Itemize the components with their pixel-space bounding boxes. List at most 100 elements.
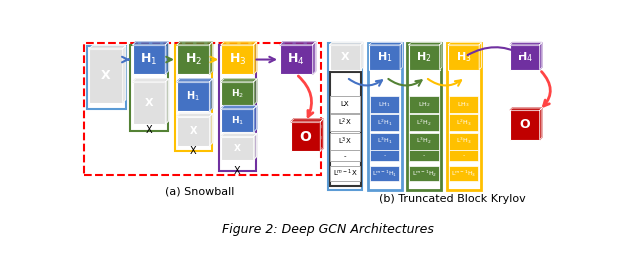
- Text: (a) Snowball: (a) Snowball: [165, 186, 235, 196]
- Bar: [370, 166, 399, 181]
- Text: L$^{m-1}$H$_1$: L$^{m-1}$H$_1$: [372, 168, 397, 178]
- Polygon shape: [253, 42, 257, 74]
- Text: X: X: [101, 69, 111, 82]
- Bar: [330, 166, 360, 181]
- Bar: [447, 43, 481, 190]
- Text: X: X: [190, 146, 196, 156]
- Text: -: -: [463, 153, 465, 158]
- Bar: [84, 43, 321, 175]
- Text: X: X: [189, 126, 197, 136]
- Bar: [410, 96, 439, 113]
- Polygon shape: [221, 79, 257, 82]
- Polygon shape: [291, 119, 323, 122]
- Bar: [370, 150, 399, 161]
- Bar: [177, 116, 209, 146]
- Bar: [410, 114, 439, 131]
- Bar: [328, 43, 362, 190]
- Polygon shape: [540, 108, 542, 140]
- Text: -: -: [344, 153, 346, 159]
- Bar: [221, 109, 253, 132]
- Bar: [177, 82, 209, 111]
- Polygon shape: [479, 43, 481, 70]
- Bar: [449, 166, 478, 181]
- Bar: [330, 72, 360, 186]
- Text: L$^{m-1}$H$_2$: L$^{m-1}$H$_2$: [412, 168, 436, 178]
- Text: L$^2$H$_1$: L$^2$H$_1$: [377, 118, 392, 128]
- Polygon shape: [165, 79, 168, 124]
- Text: LH$_3$: LH$_3$: [458, 100, 470, 109]
- Bar: [330, 45, 360, 70]
- Text: H$_3$: H$_3$: [456, 50, 472, 64]
- Bar: [175, 45, 212, 151]
- Bar: [280, 45, 312, 74]
- Bar: [410, 166, 439, 181]
- Bar: [370, 114, 399, 131]
- Polygon shape: [177, 113, 212, 116]
- Text: (b) Truncated Block Krylov: (b) Truncated Block Krylov: [379, 194, 525, 204]
- Text: LX: LX: [340, 101, 349, 107]
- Text: H$_3$: H$_3$: [228, 52, 246, 67]
- Bar: [330, 114, 360, 131]
- Bar: [90, 49, 123, 103]
- Polygon shape: [400, 43, 403, 70]
- Polygon shape: [253, 106, 257, 132]
- Text: H$_2$: H$_2$: [417, 50, 432, 64]
- Bar: [449, 96, 478, 113]
- Polygon shape: [448, 43, 481, 45]
- Polygon shape: [90, 46, 125, 49]
- Text: L$^3$X: L$^3$X: [338, 135, 352, 147]
- Polygon shape: [165, 42, 168, 74]
- Polygon shape: [253, 133, 257, 160]
- Polygon shape: [510, 108, 542, 110]
- Bar: [177, 45, 209, 74]
- Text: O: O: [300, 130, 312, 143]
- Bar: [510, 45, 540, 70]
- Bar: [132, 82, 165, 124]
- Text: X: X: [340, 52, 349, 62]
- Bar: [407, 43, 441, 190]
- Bar: [449, 133, 478, 150]
- Text: Figure 2: Deep GCN Architectures: Figure 2: Deep GCN Architectures: [222, 223, 434, 236]
- Polygon shape: [408, 43, 442, 45]
- Text: -: -: [383, 153, 386, 158]
- Bar: [330, 150, 360, 161]
- Polygon shape: [132, 42, 168, 45]
- Text: L$^2$H$_3$: L$^2$H$_3$: [456, 118, 472, 128]
- Text: L$^2$X: L$^2$X: [338, 117, 352, 128]
- Bar: [408, 45, 440, 70]
- Bar: [410, 133, 439, 150]
- Bar: [410, 150, 439, 161]
- Bar: [369, 45, 400, 70]
- Bar: [330, 133, 360, 150]
- Polygon shape: [330, 43, 363, 45]
- Polygon shape: [510, 43, 542, 45]
- Text: X: X: [234, 144, 241, 153]
- Text: H$_2$: H$_2$: [231, 87, 244, 100]
- Text: X: X: [145, 98, 154, 108]
- Text: H$_1$: H$_1$: [377, 50, 392, 64]
- Text: H$_2$: H$_2$: [184, 52, 202, 67]
- Bar: [219, 45, 256, 171]
- Text: H$_4$: H$_4$: [287, 52, 305, 67]
- Bar: [131, 45, 168, 131]
- Bar: [132, 45, 165, 74]
- Text: X: X: [234, 166, 241, 176]
- Text: -: -: [423, 153, 425, 158]
- Polygon shape: [280, 42, 316, 45]
- Polygon shape: [209, 79, 212, 111]
- Bar: [87, 46, 125, 109]
- Bar: [221, 136, 253, 160]
- Bar: [367, 43, 402, 190]
- Polygon shape: [123, 46, 125, 103]
- Text: L$^3$H$_3$: L$^3$H$_3$: [456, 136, 472, 146]
- Bar: [221, 45, 253, 74]
- Text: X: X: [146, 125, 152, 135]
- Polygon shape: [209, 42, 212, 74]
- Bar: [510, 110, 540, 140]
- Polygon shape: [253, 79, 257, 105]
- Bar: [221, 82, 253, 105]
- Polygon shape: [209, 113, 212, 146]
- Text: H$_1$: H$_1$: [231, 114, 244, 126]
- Polygon shape: [221, 106, 257, 109]
- Polygon shape: [320, 119, 323, 151]
